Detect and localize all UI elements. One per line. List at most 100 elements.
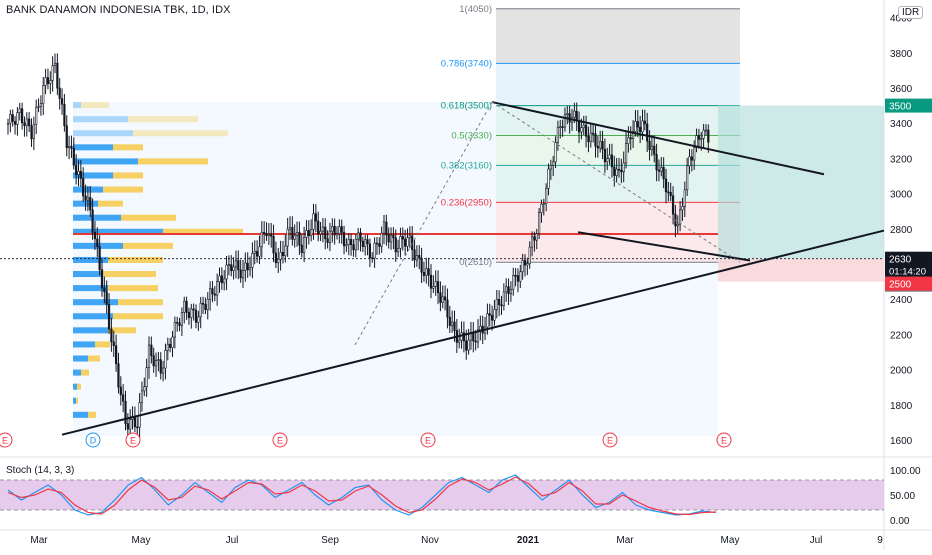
volume-profile-down-bar <box>113 313 163 320</box>
candle-body <box>610 154 614 168</box>
stoch-indicator-label[interactable]: Stoch (14, 3, 3) <box>6 465 75 476</box>
candle-body <box>462 332 466 342</box>
candle-body <box>697 135 700 140</box>
candle-body <box>552 161 555 166</box>
candle-body <box>342 232 346 247</box>
price-axis-tick-label: 2200 <box>890 330 913 341</box>
candle-body <box>542 203 545 205</box>
candle-body <box>258 246 261 257</box>
candle-body <box>162 367 165 374</box>
candle-body <box>317 220 320 235</box>
candle-body <box>509 288 513 295</box>
candle-body <box>634 121 637 132</box>
earnings-marker[interactable] <box>0 432 13 448</box>
candle-body <box>547 168 550 189</box>
candle-body <box>56 62 59 89</box>
candle-body <box>270 234 273 237</box>
candle-body <box>354 238 357 251</box>
earnings-marker[interactable] <box>125 432 141 448</box>
candle-body <box>335 233 339 236</box>
earnings-marker[interactable] <box>272 432 288 448</box>
candle-body <box>117 363 120 388</box>
candle-body <box>540 203 543 213</box>
candle-body <box>688 156 691 167</box>
volume-profile-up-bar <box>73 130 133 137</box>
candle-body <box>495 298 498 310</box>
volume-profile-up-bar <box>73 313 113 320</box>
candle-body <box>429 274 433 289</box>
candle-body <box>361 240 364 247</box>
candle-body <box>432 286 435 289</box>
volume-profile-down-bar <box>103 186 143 193</box>
candle-body <box>664 178 668 193</box>
candle-body <box>93 231 97 240</box>
candle-body <box>476 329 480 343</box>
candle-body <box>291 227 294 240</box>
earnings-marker[interactable] <box>420 432 436 448</box>
currency-badge[interactable]: IDR <box>898 6 924 19</box>
candle-body <box>319 230 322 235</box>
candle-body <box>676 223 679 227</box>
volume-profile-down-bar <box>108 327 136 334</box>
volume-profile-up-bar <box>73 158 138 165</box>
candle-body <box>667 191 670 194</box>
candle-body <box>246 262 249 271</box>
candle-body <box>561 126 564 128</box>
candle-body <box>488 313 491 316</box>
candle-body <box>436 281 440 294</box>
candle-body <box>277 259 280 264</box>
candle-body <box>20 108 24 124</box>
candle-body <box>418 255 421 259</box>
candle-body <box>467 339 470 351</box>
candle-body <box>324 226 327 240</box>
candle-body <box>23 122 26 127</box>
candle-body <box>176 321 179 324</box>
lower-price-badge: 2500 <box>889 280 912 291</box>
dividend-marker[interactable] <box>85 432 101 448</box>
lower-price-badge-bg <box>885 276 932 291</box>
loss-zone <box>718 258 884 282</box>
candle-body <box>124 400 127 424</box>
candle-body <box>126 423 129 430</box>
candle-body <box>145 367 148 388</box>
candle-body <box>411 235 414 251</box>
candle-body <box>72 147 75 166</box>
candle-body <box>502 291 505 306</box>
candle-body <box>152 355 155 367</box>
candle-body <box>559 126 562 128</box>
fib-zone <box>496 8 740 64</box>
candle-body <box>140 390 144 403</box>
candle-body <box>288 227 292 230</box>
candle-body <box>425 268 428 276</box>
candle-body <box>58 87 61 99</box>
candle-body <box>234 260 238 268</box>
candle-body <box>596 145 599 149</box>
candle-body <box>68 146 71 149</box>
fib-zone <box>496 63 740 106</box>
candle-body <box>239 269 242 279</box>
candle-body <box>84 195 87 201</box>
time-axis-tick-label: May <box>132 535 151 546</box>
volume-profile-up-bar <box>73 397 76 404</box>
candle-body <box>206 298 209 310</box>
earnings-marker[interactable] <box>716 432 732 448</box>
candle-body <box>35 107 38 125</box>
volume-profile-up-bar <box>73 285 108 292</box>
price-axis-tick-label: 2400 <box>890 295 913 306</box>
candle-body <box>631 131 635 139</box>
candle-body <box>378 243 381 247</box>
candle-body <box>274 252 278 264</box>
candle-body <box>704 129 708 132</box>
volume-profile-down-bar <box>133 130 228 137</box>
candle-body <box>286 228 289 247</box>
candle-body <box>333 226 336 236</box>
candle-body <box>690 156 693 161</box>
time-axis-tick-label: 2021 <box>517 535 540 546</box>
last-price-badge: 2630 <box>889 255 912 266</box>
candle-body <box>599 141 602 149</box>
candle-body <box>587 135 590 142</box>
volume-profile-down-bar <box>163 228 243 235</box>
earnings-marker[interactable] <box>602 432 618 448</box>
